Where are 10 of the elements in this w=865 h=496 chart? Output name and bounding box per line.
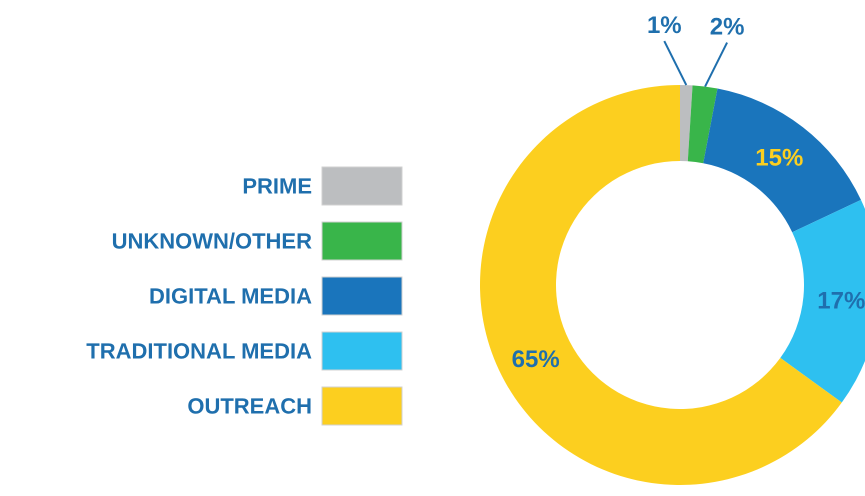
data-label: 15% bbox=[755, 144, 804, 172]
data-label: 17% bbox=[817, 288, 865, 315]
legend-label: TRADITIONAL MEDIA bbox=[86, 338, 312, 364]
data-label: 65% bbox=[512, 346, 560, 373]
legend-label: DIGITAL MEDIA bbox=[149, 284, 312, 309]
legend-label: PRIME bbox=[242, 174, 312, 199]
legend-label: UNKNOWN/OTHER bbox=[112, 228, 312, 254]
data-label: 2% bbox=[710, 14, 744, 41]
data-label: 1% bbox=[646, 12, 682, 40]
legend-label: OUTREACH bbox=[187, 394, 312, 419]
